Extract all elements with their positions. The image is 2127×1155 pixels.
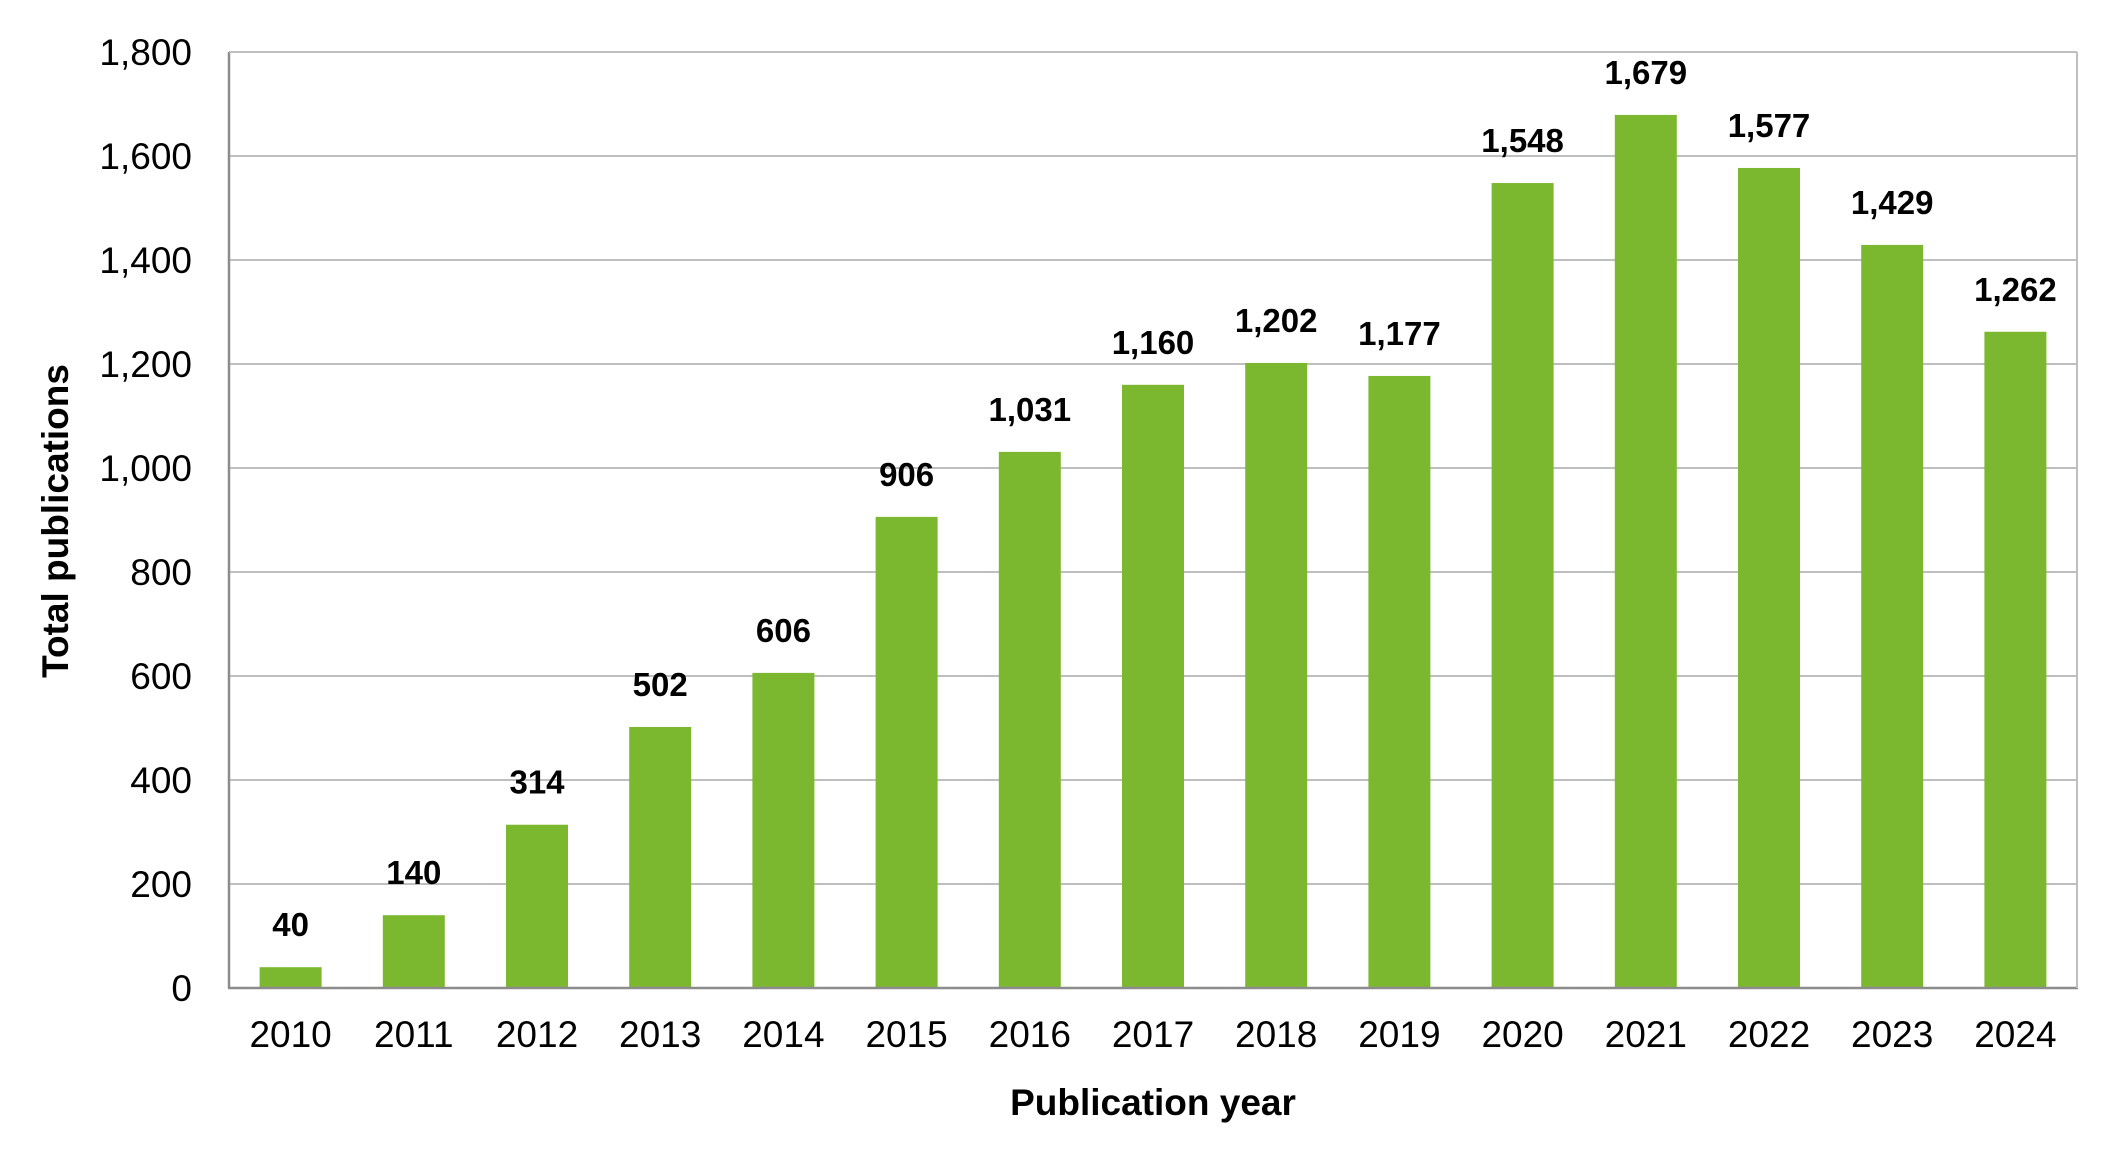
y-tick-label: 600 — [130, 656, 192, 697]
bar-2013 — [629, 726, 692, 988]
data-label-2016: 1,031 — [989, 391, 1072, 428]
data-label-2017: 1,160 — [1112, 324, 1195, 361]
bar-2023 — [1861, 244, 1924, 989]
x-tick-label: 2011 — [374, 1014, 454, 1055]
x-axis-ticks: 2010 2011 2012 2013 2014 2015 2016 2017 2018 2019… — [249, 1014, 2056, 1055]
y-tick-label: 1,000 — [99, 448, 192, 489]
x-tick-label: 2013 — [619, 1014, 701, 1055]
y-tick-label: 400 — [130, 760, 192, 801]
x-tick-label: 2018 — [1235, 1014, 1317, 1055]
bar-2022 — [1738, 167, 1800, 988]
x-tick-label: 2019 — [1358, 1014, 1440, 1055]
y-tick-label: 1,600 — [99, 136, 192, 177]
y-axis-title: Total publications — [35, 364, 76, 678]
data-label-2010: 40 — [272, 906, 309, 943]
x-tick-label: 2014 — [742, 1014, 824, 1055]
bar-2024 — [1984, 331, 2047, 988]
data-label-2023: 1,429 — [1851, 184, 1934, 221]
data-label-2024: 1,262 — [1974, 271, 2057, 308]
y-tick-label: 1,400 — [99, 240, 192, 281]
data-label-2014: 606 — [756, 612, 811, 649]
bar-2011 — [382, 915, 445, 988]
y-tick-label: 1,800 — [99, 32, 192, 73]
y-tick-label: 1,200 — [99, 344, 192, 385]
bar-2015 — [875, 516, 938, 988]
bar-2010 — [259, 967, 322, 988]
bar-2020 — [1491, 183, 1554, 989]
y-tick-label: 800 — [130, 552, 192, 593]
data-label-2019: 1,177 — [1358, 315, 1441, 352]
x-axis-title: Publication year — [1010, 1082, 1296, 1123]
y-tick-label: 0 — [171, 968, 192, 1009]
x-tick-label: 2015 — [865, 1014, 947, 1055]
bars — [259, 114, 2047, 989]
x-tick-label: 2012 — [496, 1014, 578, 1055]
x-tick-label: 2020 — [1481, 1014, 1563, 1055]
bar-2021 — [1614, 114, 1677, 989]
data-label-2018: 1,202 — [1235, 302, 1318, 339]
data-label-2020: 1,548 — [1481, 122, 1564, 159]
bar-2017 — [1122, 384, 1184, 988]
data-label-2011: 140 — [386, 854, 441, 891]
bar-2016 — [998, 451, 1061, 988]
data-label-2013: 502 — [633, 666, 688, 703]
x-tick-label: 2017 — [1112, 1014, 1194, 1055]
y-axis-ticks: 0 200 400 600 800 1,000 1,200 1,400 1,600 1,800 — [99, 32, 192, 1009]
y-tick-label: 200 — [130, 864, 192, 905]
x-tick-label: 2016 — [989, 1014, 1071, 1055]
data-label-2015: 906 — [879, 456, 934, 493]
x-tick-label: 2021 — [1605, 1014, 1687, 1055]
data-label-2022: 1,577 — [1728, 107, 1811, 144]
x-tick-label: 2022 — [1728, 1014, 1810, 1055]
bar-2019 — [1368, 375, 1431, 989]
x-tick-label: 2010 — [249, 1014, 331, 1055]
data-label-2012: 314 — [509, 764, 565, 801]
data-labels: 40 140 314 502 606 906 1,031 1,160 1,202 1,177 1,5… — [272, 54, 2056, 943]
x-tick-label: 2023 — [1851, 1014, 1933, 1055]
bar-2012 — [506, 824, 568, 988]
bar-2014 — [752, 672, 815, 988]
x-tick-label: 2024 — [1974, 1014, 2056, 1055]
bar-2018 — [1245, 362, 1308, 989]
data-label-2021: 1,679 — [1605, 54, 1688, 91]
